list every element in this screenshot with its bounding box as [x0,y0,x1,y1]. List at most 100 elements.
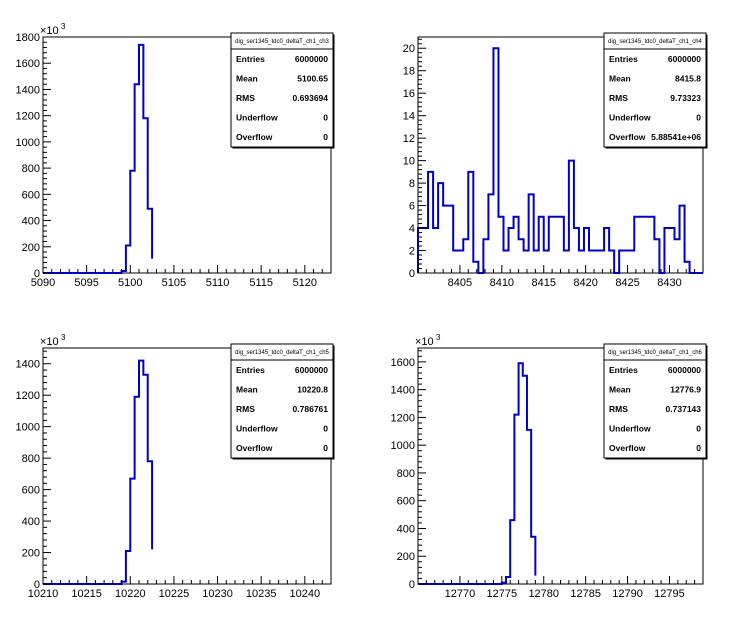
x-tick-label: 5090 [31,277,55,289]
stats-value: 5100.65 [297,73,328,83]
y-tick-label: 0 [409,579,415,591]
stats-value: 6000000 [295,54,328,64]
stats-value: 0 [696,113,701,123]
plot-frame [42,347,332,585]
x-tick-label: 8415 [531,277,555,289]
histogram-bin [458,251,463,273]
y-tick-label: 800 [22,453,40,465]
plot-frame [42,36,332,274]
y-tick-label: 1000 [16,137,40,149]
histogram-panel-3: 10210 10215 10220 10225 10230 10235 10240 0 200 4… [16,333,335,600]
stats-box: dig_ser1345_tdc0_deltaT_ch1_ch4 Entries 60… [603,32,708,149]
y-tick-label: 1400 [391,385,415,397]
multiplier-exponent: 3 [436,333,441,342]
y-tick-label: 800 [397,468,415,480]
stats-label: RMS [236,404,255,414]
stats-box-frame [603,343,707,459]
histogram-bin [579,251,584,273]
y-tick-label: 1400 [16,84,40,96]
stats-label: RMS [236,93,255,103]
x-tick-label: 12780 [528,588,559,600]
histogram-bin [639,217,644,273]
histogram-panel-1: 5090 5095 5100 5105 5110 5115 5120 0 200 400 600 80… [16,22,335,289]
x-tick-label: 12795 [654,588,685,600]
y-tick-label: 600 [22,189,40,201]
stats-value: 6000000 [295,365,328,375]
x-tick-label: 5115 [249,277,273,289]
y-tick-label: 1600 [16,58,40,70]
multiplier-exponent: 3 [61,22,66,31]
stats-label: Mean [236,384,258,394]
y-tick-label: 600 [397,496,415,508]
histogram-bin [644,217,649,273]
x-tick-label: 5105 [162,277,186,289]
axis-multiplier: ×10 3 [40,22,66,37]
y-tick-label: 200 [22,242,40,254]
stats-label: RMS [609,404,628,414]
x-tick-label: 5100 [118,277,142,289]
y-tick-label: 600 [22,485,40,497]
histogram-bin [554,217,559,273]
x-tick-label: 12785 [570,588,601,600]
stats-label: Mean [236,73,258,83]
stats-value: 0.786761 [293,404,329,414]
x-tick-label: 10225 [159,588,190,600]
histogram-bin [564,251,569,273]
histogram-bin [589,251,594,273]
y-tick-label: 400 [22,516,40,528]
x-tick-label: 12790 [612,588,643,600]
axis-multiplier: ×10 3 [415,333,441,348]
stats-box: dig_ser1345_tdc0_deltaT_ch1_ch3 Entries 60… [230,32,335,149]
stats-value: 0 [696,424,701,434]
stats-value: 9.73323 [670,93,701,103]
y-tick-label: 200 [22,548,40,560]
stats-value: 0 [323,424,328,434]
stats-value: 5.88541e+06 [651,132,701,142]
stats-value: 12776.9 [670,384,701,394]
stats-label: Entries [609,365,638,375]
stats-box-frame [603,32,707,148]
histogram-bin [599,251,604,273]
histogram-bin [443,206,448,273]
x-tick-label: 8410 [490,277,514,289]
stats-label: Overflow [236,443,273,453]
histogram-line [43,43,154,274]
histogram-bin [433,228,438,273]
y-tick-label: 6 [409,201,415,213]
stats-label: Overflow [609,443,646,453]
histogram-bin [524,251,529,273]
y-tick-label: 4 [409,223,415,235]
y-tick-label: 1000 [16,422,40,434]
x-tick-label: 8420 [573,277,597,289]
stats-label: Underflow [609,424,651,434]
stats-label: Underflow [236,424,278,434]
stats-value: 10220.8 [297,384,328,394]
x-tick-label: 8425 [615,277,639,289]
x-tick-label: 10235 [246,588,277,600]
histogram-bin [594,251,599,273]
histogram-bin [675,239,680,273]
histogram-bin [453,251,458,273]
multiplier-base: ×10 [40,336,59,348]
y-tick-label: 1600 [391,357,415,369]
histogram-panel-4: 12770 12775 12780 12785 12790 12795 0 200 400 600… [391,333,708,600]
y-tick-label: 200 [397,551,415,563]
x-tick-label: 10210 [28,588,59,600]
multiplier-exponent: 3 [61,333,66,342]
y-tick-label: 8 [409,178,415,190]
y-tick-label: 0 [34,579,40,591]
y-tick-label: 1200 [16,390,40,402]
stats-value: 8415.8 [675,73,701,83]
y-tick-label: 0 [34,268,40,280]
multiplier-base: ×10 [415,336,434,348]
stats-label: RMS [609,93,628,103]
y-tick-label: 1800 [16,32,40,44]
histogram-panel-2: 8405 8410 8415 8420 8425 8430 0 2 4 6 8 10 12 14 16 18 2… [403,32,708,289]
y-tick-label: 800 [22,163,40,175]
x-tick-label: 10240 [290,588,321,600]
y-tick-label: 20 [403,43,415,55]
x-tick-label: 5120 [293,277,317,289]
y-tick-label: 14 [403,111,415,123]
stats-label: Overflow [609,132,646,142]
y-tick-label: 400 [397,523,415,535]
